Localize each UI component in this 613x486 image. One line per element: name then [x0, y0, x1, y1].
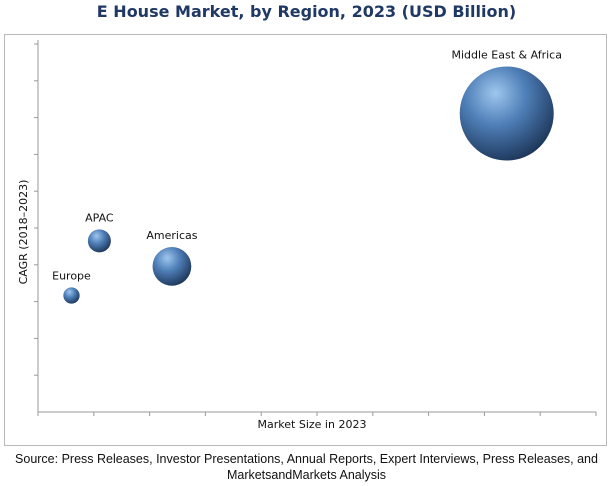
bubble-label: Middle East & Africa	[451, 49, 562, 62]
bubble-label: APAC	[85, 211, 114, 224]
bubble-middle-east-africa	[459, 66, 554, 161]
chart-title: E House Market, by Region, 2023 (USD Bil…	[96, 2, 517, 21]
bubble-apac	[87, 229, 111, 253]
bubble-europe	[63, 287, 80, 304]
axes	[34, 40, 597, 416]
chart-frame	[4, 34, 607, 446]
bubbles	[63, 66, 554, 304]
bubble-label: Europe	[52, 269, 91, 282]
bubble-labels: Europe APAC Americas Middle East & Africa	[52, 49, 562, 283]
x-axis-label: Market Size in 2023	[258, 418, 367, 431]
source-note: Source: Press Releases, Investor Present…	[15, 452, 598, 482]
bubble-americas	[152, 247, 192, 286]
bubble-label: Americas	[146, 229, 197, 242]
y-axis-label: CAGR (2018–2023)	[17, 180, 30, 285]
